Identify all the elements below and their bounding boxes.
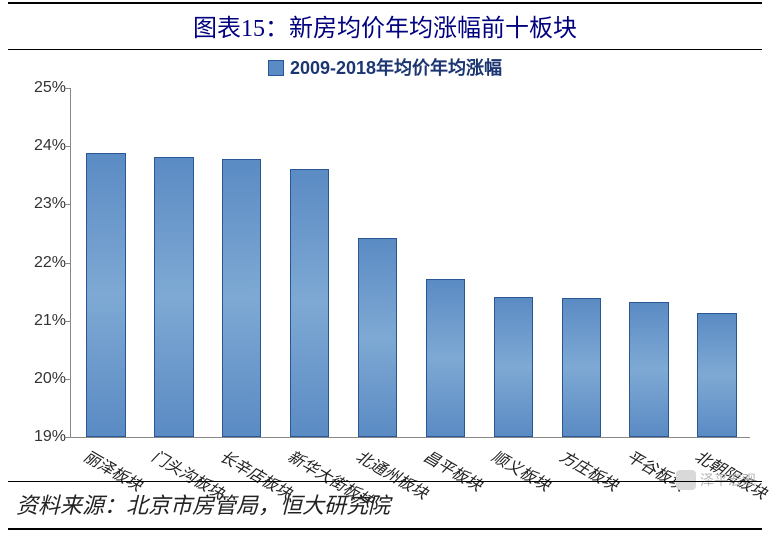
- y-tick-label: 24%: [11, 137, 66, 155]
- bar: [290, 169, 329, 437]
- y-tick-mark: [65, 379, 71, 380]
- legend-swatch: [268, 60, 284, 76]
- legend-label: 2009-2018年均价年均涨幅: [290, 58, 502, 78]
- legend: 2009-2018年均价年均涨幅: [0, 54, 770, 80]
- y-tick-label: 22%: [11, 254, 66, 272]
- source-text: 资料来源：北京市房管局，恒大研究院: [16, 493, 390, 518]
- source-bar: 资料来源：北京市房管局，恒大研究院: [8, 481, 762, 530]
- title-bar: 图表15：新房均价年均涨幅前十板块: [8, 2, 762, 50]
- chart-area: 19%20%21%22%23%24%25%丽泽板块门头沟板块长辛店板块新华大街板…: [70, 88, 750, 438]
- bar: [426, 279, 465, 437]
- y-tick-mark: [65, 437, 71, 438]
- y-tick-mark: [65, 88, 71, 89]
- plot-region: 19%20%21%22%23%24%25%丽泽板块门头沟板块长辛店板块新华大街板…: [70, 88, 750, 438]
- chart-title: 图表15：新房均价年均涨幅前十板块: [193, 16, 577, 42]
- bar: [222, 159, 261, 437]
- bar: [697, 313, 736, 437]
- y-tick-label: 23%: [11, 195, 66, 213]
- y-tick-label: 21%: [11, 312, 66, 330]
- y-tick-label: 20%: [11, 370, 66, 388]
- y-tick-label: 25%: [11, 79, 66, 97]
- y-tick-mark: [65, 204, 71, 205]
- y-tick-mark: [65, 146, 71, 147]
- chart-figure: 图表15：新房均价年均涨幅前十板块 2009-2018年均价年均涨幅 19%20…: [0, 2, 770, 534]
- bar: [562, 298, 601, 437]
- y-tick-label: 19%: [11, 428, 66, 446]
- bar: [629, 302, 668, 437]
- bar: [358, 238, 397, 437]
- y-tick-mark: [65, 263, 71, 264]
- bar: [494, 297, 533, 437]
- bar: [86, 153, 125, 437]
- y-tick-mark: [65, 321, 71, 322]
- bar: [154, 157, 193, 437]
